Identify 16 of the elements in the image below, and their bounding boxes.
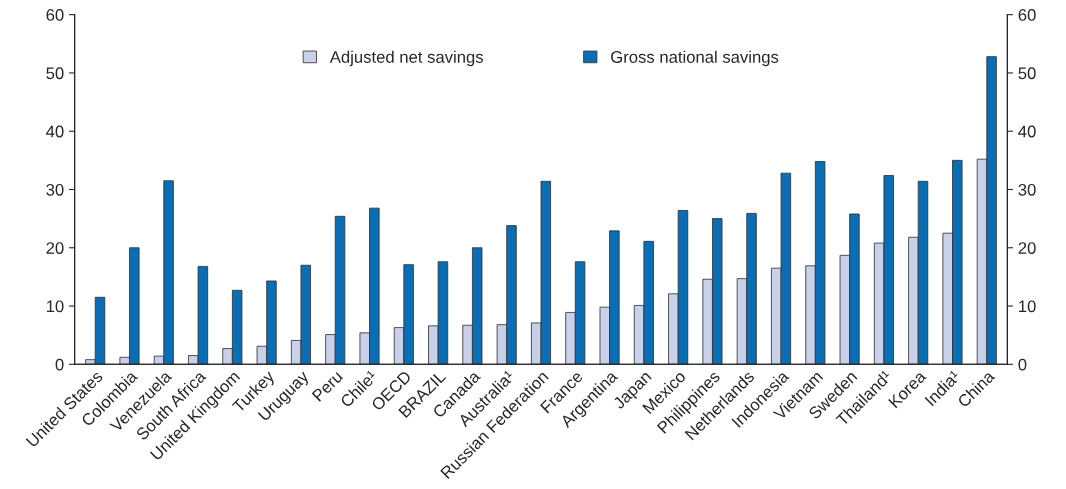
y-tick-label: 10 [46, 300, 64, 313]
legend-label: Adjusted net savings [329, 50, 483, 67]
y-tick-label: 20 [46, 242, 64, 254]
y-tick-label: 0 [55, 358, 64, 371]
y2-tick-label: 40 [1018, 125, 1036, 138]
legend-label: Gross national savings [611, 50, 779, 67]
y2-tick-label: 10 [1019, 300, 1036, 313]
y2-tick-label: 60 [1018, 9, 1036, 21]
y-tick-label: 40 [46, 125, 64, 138]
y2-tick-label: 0 [1018, 358, 1027, 371]
y2-tick-label: 20 [1018, 242, 1036, 254]
y-tick-label: 50 [46, 67, 64, 80]
y2-tick-label: 30 [1018, 183, 1036, 196]
y-tick-label: 60 [46, 9, 64, 21]
y-tick-label: 30 [46, 183, 64, 196]
y2-tick-label: 50 [1018, 67, 1036, 80]
